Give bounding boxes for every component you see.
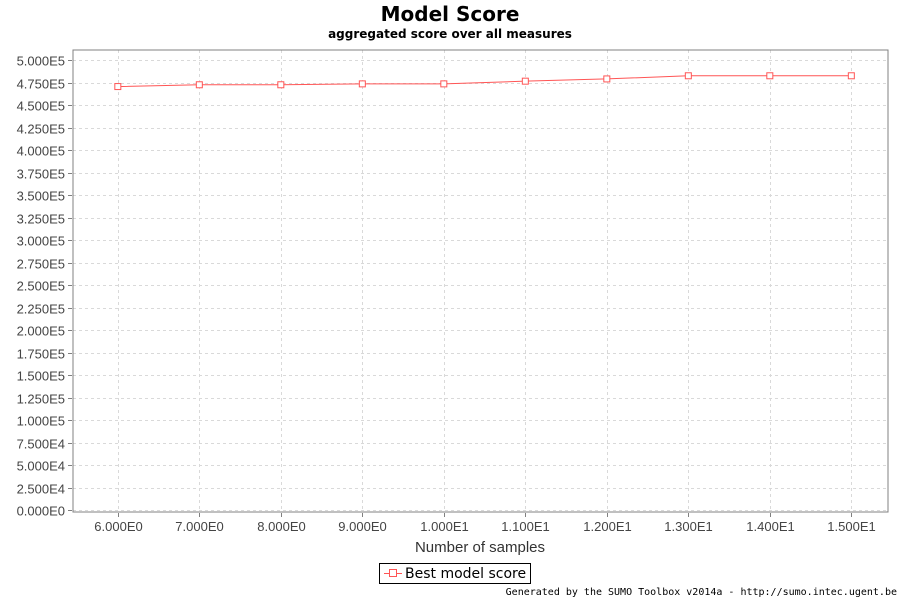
data-point-marker (766, 72, 774, 80)
y-tick-label: 3.000E5 (17, 234, 65, 249)
y-tick-label: 3.250E5 (17, 212, 65, 227)
data-point-marker (277, 81, 285, 89)
y-axis: 0.000E0 2.500E4 5.000E4 7.500E4 1.000E5 1.250… (17, 54, 72, 519)
x-tick-label: 1.500E1 (827, 519, 875, 534)
series-best-model-score (114, 72, 855, 91)
footer-credit: Generated by the SUMO Toolbox v2014a - h… (505, 587, 897, 598)
x-tick-label: 1.400E1 (746, 519, 794, 534)
data-point-marker (521, 77, 529, 85)
chart-subtitle: aggregated score over all measures (328, 27, 572, 41)
legend: Best model score (379, 563, 532, 584)
data-point-marker (195, 81, 203, 89)
x-tick-label: 1.100E1 (501, 519, 549, 534)
x-axis: 6.000E0 7.000E0 8.000E0 9.000E0 1.000E1 1.100… (94, 513, 876, 534)
legend-marker-icon (384, 568, 402, 579)
y-tick-label: 4.500E5 (17, 99, 65, 114)
y-tick-label: 1.250E5 (17, 392, 65, 407)
y-tick-label: 1.500E5 (17, 369, 65, 384)
y-tick-label: 2.000E5 (17, 324, 65, 339)
chart-title: Model Score (380, 2, 520, 26)
x-tick-label: 7.000E0 (175, 519, 223, 534)
y-tick-label: 3.500E5 (17, 189, 65, 204)
y-tick-label: 3.750E5 (17, 167, 65, 182)
data-point-marker (114, 83, 122, 91)
y-tick-label: 2.500E5 (17, 279, 65, 294)
x-tick-label: 1.000E1 (420, 519, 468, 534)
y-tick-label: 4.000E5 (17, 144, 65, 159)
y-tick-label: 1.750E5 (17, 347, 65, 362)
data-point-marker (603, 75, 611, 83)
y-tick-label: 5.000E5 (17, 54, 65, 69)
legend-label: Best model score (405, 565, 527, 582)
y-tick-label: 1.000E5 (17, 414, 65, 429)
data-point-marker (440, 80, 448, 88)
data-point-marker (358, 80, 366, 88)
x-tick-label: 6.000E0 (94, 519, 142, 534)
y-tick-label: 2.750E5 (17, 257, 65, 272)
plot-frame (72, 49, 889, 513)
x-tick-label: 1.200E1 (583, 519, 631, 534)
y-tick-label: 4.750E5 (17, 77, 65, 92)
x-tick-label: 8.000E0 (257, 519, 305, 534)
x-tick-label: 9.000E0 (338, 519, 386, 534)
data-point-marker (684, 72, 692, 80)
y-tick-label: 0.000E0 (17, 504, 65, 519)
y-tick-label: 7.500E4 (17, 437, 65, 452)
y-tick-label: 2.500E4 (17, 482, 65, 497)
x-axis-label: Number of samples (415, 539, 545, 556)
data-point-marker (847, 72, 855, 80)
y-tick-label: 4.250E5 (17, 122, 65, 137)
grid-lines (73, 50, 888, 512)
y-tick-label: 2.250E5 (17, 302, 65, 317)
series-line (117, 75, 852, 88)
x-tick-label: 1.300E1 (664, 519, 712, 534)
y-tick-label: 5.000E4 (17, 459, 65, 474)
